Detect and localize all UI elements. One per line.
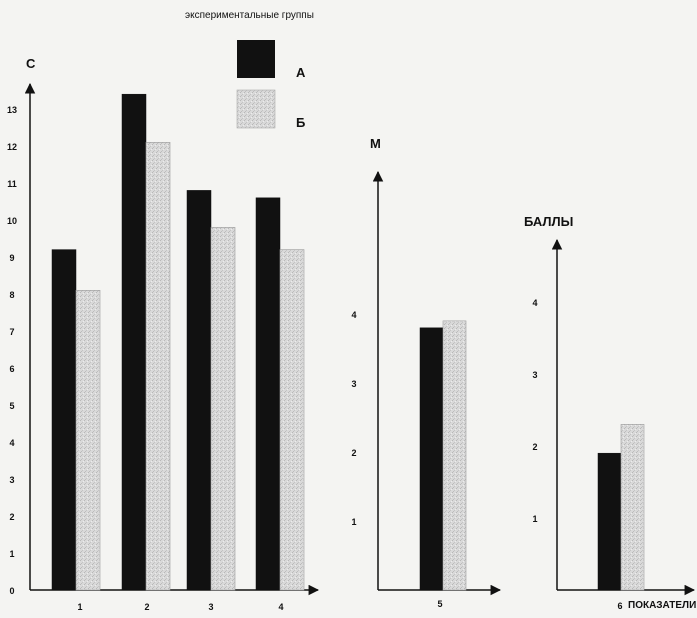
panel-3-x-label: ПОКАЗАТЕЛИ bbox=[628, 600, 696, 611]
x-tick-label-panel-1-1: 1 bbox=[77, 602, 82, 612]
panel-2: М 1 2 3 4 5 bbox=[351, 136, 502, 609]
panel-2-x-ticks: 5 bbox=[437, 599, 442, 609]
y-tick-label-panel-1-4: 4 bbox=[9, 438, 14, 448]
y-tick-label-panel-1-12: 12 bbox=[7, 142, 17, 152]
y-tick-label-panel-2-2: 2 bbox=[351, 448, 356, 458]
y-tick-label-panel-1-2: 2 bbox=[9, 512, 14, 522]
x-tick-label-panel-1-3: 3 bbox=[208, 602, 213, 612]
panel-3-x-ticks: 6 bbox=[617, 601, 622, 611]
x-tick-label-panel-1-2: 2 bbox=[144, 602, 149, 612]
legend-label-b: Б bbox=[296, 115, 305, 130]
panel-1-y-label: С bbox=[26, 56, 36, 71]
y-tick-label-panel-1-7: 7 bbox=[9, 327, 14, 337]
y-tick-label-panel-2-1: 1 bbox=[351, 517, 356, 527]
y-tick-label-panel-1-3: 3 bbox=[9, 475, 14, 485]
x-tick-label-panel-2-5: 5 bbox=[437, 599, 442, 609]
panel-1-bars bbox=[51, 93, 305, 591]
panel-3-bars bbox=[597, 424, 645, 591]
bar-panel-1-cat-1-series-Б bbox=[75, 289, 101, 591]
y-tick-label-panel-1-0: 0 bbox=[9, 586, 14, 596]
y-tick-label-panel-1-1: 1 bbox=[9, 549, 14, 559]
bar-panel-2-cat-5-series-А bbox=[419, 327, 444, 591]
bar-panel-1-cat-2-series-Б bbox=[145, 142, 171, 591]
bar-panel-1-cat-4-series-Б bbox=[279, 249, 305, 591]
bar-panel-1-cat-3-series-Б bbox=[210, 227, 236, 591]
bar-panel-2-cat-5-series-Б bbox=[442, 320, 467, 591]
y-tick-label-panel-3-1: 1 bbox=[532, 514, 537, 524]
y-tick-label-panel-1-13: 13 bbox=[7, 105, 17, 115]
legend-swatch-a bbox=[237, 40, 275, 78]
x-tick-label-panel-1-4: 4 bbox=[278, 602, 283, 612]
x-tick-label-panel-3-6: 6 bbox=[617, 601, 622, 611]
y-tick-label-panel-1-6: 6 bbox=[9, 364, 14, 374]
panel-3-y-label: БАЛЛЫ bbox=[524, 214, 573, 229]
y-tick-label-panel-1-9: 9 bbox=[9, 253, 14, 263]
panel-2-y-label: М bbox=[370, 136, 381, 151]
bar-panel-1-cat-3-series-А bbox=[186, 190, 212, 591]
bar-panel-3-cat-6-series-Б bbox=[620, 424, 645, 591]
y-tick-label-panel-1-11: 11 bbox=[7, 179, 17, 189]
legend-label-a: А bbox=[296, 65, 306, 80]
panel-1-x-ticks: 1 2 3 4 bbox=[77, 602, 283, 612]
panel-2-bars bbox=[419, 320, 467, 591]
bar-panel-3-cat-6-series-А bbox=[597, 452, 622, 591]
legend-swatch-b bbox=[236, 89, 276, 129]
panel-3-y-ticks: 1 2 3 4 bbox=[532, 298, 537, 524]
y-tick-label-panel-3-3: 3 bbox=[532, 370, 537, 380]
panel-2-y-ticks: 1 2 3 4 bbox=[351, 310, 356, 527]
y-tick-label-panel-1-8: 8 bbox=[9, 290, 14, 300]
panel-3: БАЛЛЫ ПОКАЗАТЕЛИ 1 2 3 4 6 bbox=[524, 214, 696, 611]
y-tick-label-panel-1-10: 10 bbox=[7, 216, 17, 226]
bar-panel-1-cat-1-series-А bbox=[51, 249, 77, 591]
y-tick-label-panel-2-4: 4 bbox=[351, 310, 356, 320]
legend-title: экспериментальные группы bbox=[185, 10, 314, 21]
y-tick-label-panel-1-5: 5 bbox=[9, 401, 14, 411]
y-tick-label-panel-3-2: 2 bbox=[532, 442, 537, 452]
y-tick-label-panel-2-3: 3 bbox=[351, 379, 356, 389]
bar-panel-1-cat-2-series-А bbox=[121, 93, 147, 591]
y-tick-label-panel-3-4: 4 bbox=[532, 298, 537, 308]
bar-panel-1-cat-4-series-А bbox=[255, 197, 281, 591]
legend: экспериментальные группы А Б bbox=[185, 10, 314, 130]
